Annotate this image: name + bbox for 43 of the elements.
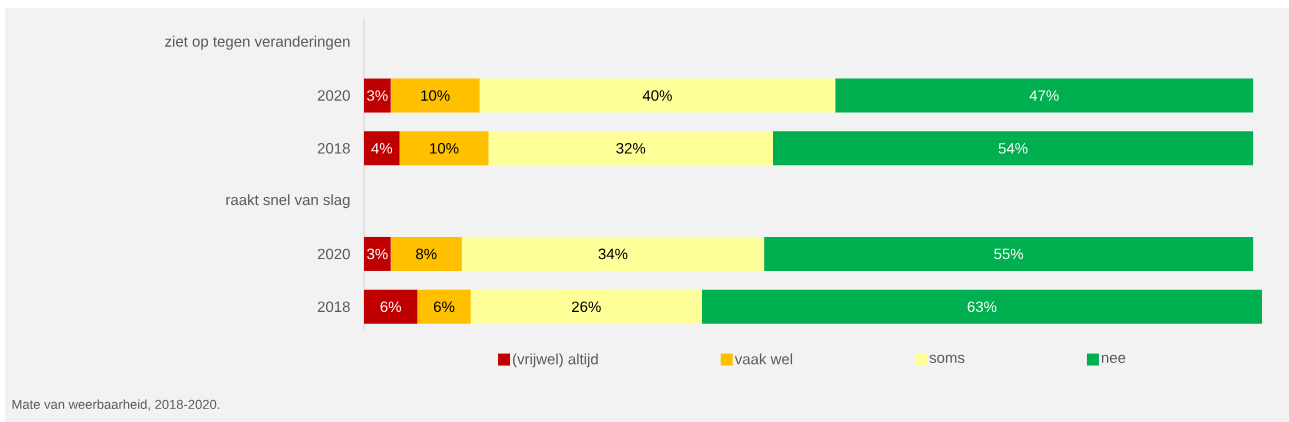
- data-label: 32%: [616, 143, 646, 154]
- data-label: 3%: [367, 248, 388, 260]
- bar: [399, 131, 489, 166]
- data-label: 8%: [416, 248, 437, 260]
- data-label: 4%: [371, 143, 393, 154]
- bar: [773, 131, 1254, 166]
- data-label: 54%: [998, 143, 1028, 154]
- data-label: 34%: [598, 248, 628, 260]
- bar: [479, 78, 836, 113]
- bar: [470, 289, 702, 324]
- data-label: 47%: [1029, 90, 1059, 101]
- bar: [417, 289, 471, 324]
- data-label: 6%: [433, 301, 455, 313]
- bar: [364, 131, 400, 166]
- bar: [835, 78, 1254, 113]
- data-label: 6%: [380, 301, 401, 313]
- y-tick-label: 2018: [317, 301, 350, 313]
- bar: [764, 236, 1254, 271]
- bar: [364, 289, 418, 324]
- bar: [488, 131, 773, 166]
- bar: [390, 236, 462, 271]
- y-tick-label: 2018: [317, 143, 350, 154]
- data-label: 26%: [572, 301, 601, 313]
- data-label: 3%: [367, 90, 388, 101]
- y-tick-label: 2020: [317, 248, 350, 260]
- legend-label: vaak wel: [734, 353, 793, 365]
- text: Mate van weerbaarheid, 2018-2020.: [12, 399, 220, 411]
- data-label: 10%: [430, 143, 459, 154]
- bar: [390, 78, 480, 113]
- bar: [461, 236, 765, 271]
- legend-label: nee: [1101, 354, 1126, 363]
- data-label: 40%: [642, 90, 672, 101]
- data-label: 10%: [421, 90, 450, 101]
- bar: [701, 289, 1262, 324]
- y-tick-label: raakt snel van slag: [226, 194, 350, 209]
- data-label: 55%: [994, 248, 1024, 260]
- bar: [364, 78, 391, 113]
- legend-label: soms: [929, 354, 965, 363]
- legend-label: (vrijwel) altijd: [512, 353, 598, 368]
- y-tick-label: 2020: [317, 90, 350, 101]
- bar: [364, 236, 391, 271]
- data-label: 63%: [967, 301, 997, 313]
- y-tick-label: ziet op tegen veranderingen: [165, 35, 350, 50]
